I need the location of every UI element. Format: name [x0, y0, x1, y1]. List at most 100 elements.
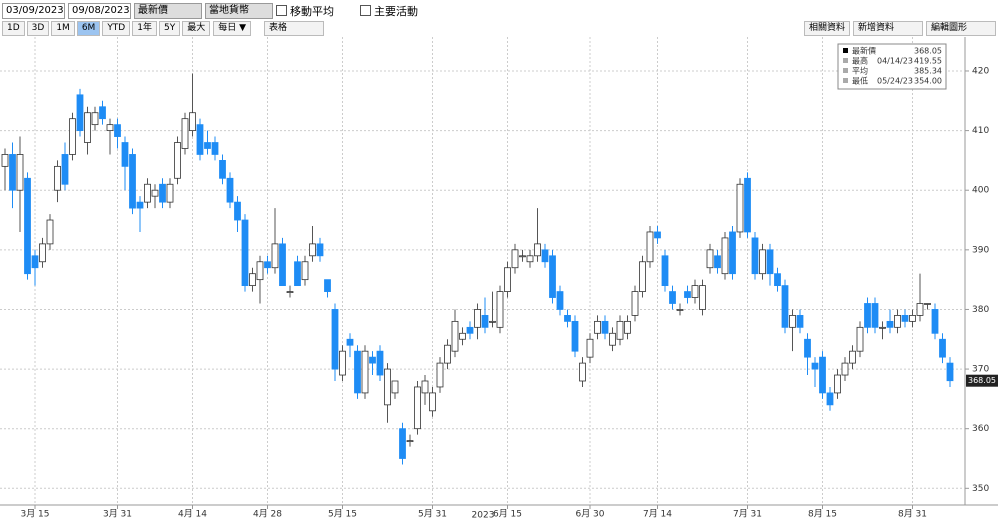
period-button[interactable]: YTD [102, 21, 131, 36]
y-tick-label: 380 [972, 305, 989, 315]
candle-body [39, 243, 46, 263]
candle-body [391, 380, 399, 394]
candle-body [9, 154, 16, 191]
candle-body [31, 255, 39, 269]
candle-body [166, 183, 174, 203]
candle-body [114, 124, 121, 137]
summary-name: 最低 [852, 76, 868, 86]
candle-body [106, 124, 114, 131]
candle-body [871, 303, 879, 328]
candle-body [624, 320, 631, 334]
candle-body [421, 380, 429, 394]
candle-body [556, 291, 564, 310]
price-field[interactable]: 最新價 [134, 2, 202, 19]
candle-body [796, 315, 804, 328]
period-button[interactable]: 3D [26, 21, 50, 36]
end-date[interactable]: 09/08/2023 [68, 2, 131, 19]
period-button[interactable]: 1M [51, 21, 75, 36]
summary-value: 419.55 [914, 57, 942, 66]
y-tick-label: 350 [972, 484, 989, 494]
y-tick-label: 410 [972, 126, 989, 136]
candle-body [271, 243, 279, 269]
x-tick-label: 7月 31 [733, 509, 762, 520]
add-data[interactable]: 新增資料 [853, 21, 923, 36]
candle-body [946, 362, 954, 382]
x-tick-label: 3月 31 [103, 509, 132, 520]
events-checkbox[interactable] [360, 5, 371, 16]
summary-date: 05/24/23 [877, 77, 913, 86]
candle-body [324, 279, 331, 292]
start-date[interactable]: 03/09/2023 [2, 2, 65, 19]
ma-checkbox[interactable] [276, 5, 287, 16]
candle-body [856, 326, 864, 352]
candle-body [736, 183, 744, 233]
x-tick-label: 4月 28 [253, 509, 282, 520]
chart: 2023 350 360 370 380 390 400 410 420 3月 15 3月 31 4… [0, 37, 998, 521]
candle-body [586, 338, 594, 358]
candle-body [279, 243, 286, 287]
candle-body [234, 201, 241, 221]
candle-body [369, 356, 376, 364]
candle-body [436, 362, 444, 388]
candle-body [429, 392, 436, 412]
candle-body [361, 350, 369, 394]
candle-body [309, 243, 316, 257]
summary-box: 最新價 368.05 最高 04/14/23 419.55 平均 385.34 最低 05/24… [837, 43, 947, 90]
related-data[interactable]: 相關資料 [803, 21, 850, 36]
period-button[interactable]: 5Y [158, 21, 181, 36]
candle-body [474, 309, 481, 328]
candle-body [601, 320, 609, 334]
table-button[interactable]: 表格 [264, 21, 325, 36]
candle-body [511, 249, 519, 269]
candle-body [331, 309, 339, 370]
period-button[interactable]: 1D [2, 21, 25, 36]
candle-body [834, 374, 841, 394]
x-tick-label: 8月 15 [808, 509, 837, 520]
candle-body [219, 160, 226, 179]
candle-body [354, 350, 361, 394]
summary-value: 385.34 [914, 67, 942, 76]
ma-label: 移動平均 [290, 4, 334, 18]
currency[interactable]: 當地貨幣 [205, 2, 273, 19]
candle-body [931, 309, 939, 334]
summary-name: 平均 [852, 66, 868, 76]
candle-body [504, 267, 511, 292]
candle-body [909, 315, 916, 322]
last-price-tag [966, 374, 998, 387]
period-button[interactable]: 1年 [132, 21, 157, 36]
candle-body [819, 356, 826, 394]
edit-chart[interactable]: 編輯圖形 [926, 21, 996, 36]
candle-body [241, 219, 249, 287]
period-buttons: 1D 3D 1M 6M YTD 1年 5Y 最大 [2, 21, 211, 36]
candle-body [414, 386, 421, 430]
candle-body [879, 326, 886, 329]
x-title: 2023 [472, 511, 495, 521]
events-label: 主要活動 [374, 4, 418, 18]
candle-body [811, 362, 819, 370]
y-tick-label: 400 [972, 186, 989, 196]
candle-body [826, 392, 834, 406]
candle-body [721, 237, 729, 275]
candle-body [886, 320, 894, 328]
period-button[interactable]: 最大 [182, 21, 211, 36]
candle-body [46, 219, 54, 245]
candle-body [939, 338, 946, 358]
frequency[interactable]: 每日 ▼ [213, 21, 252, 36]
candle-body [384, 368, 391, 406]
toolbar-row-2: 1D 3D 1M 6M YTD 1年 5Y 最大 每日 ▼ 表格 相關資料 新增資料 編輯圖形 [2, 20, 996, 37]
candle-body [249, 273, 256, 287]
candle-body [399, 428, 406, 459]
candle-body [451, 320, 459, 352]
candle-body [99, 106, 106, 120]
summary-value: 368.05 [914, 47, 942, 56]
candle-body [781, 285, 789, 328]
candle-body [54, 165, 61, 191]
candle-body [661, 255, 669, 287]
candle-body [676, 309, 684, 311]
period-button[interactable]: 6M [76, 21, 101, 36]
summary-icon [843, 58, 848, 63]
x-tick-label: 4月 14 [178, 509, 207, 520]
candle-body [706, 249, 714, 269]
candle-body [159, 183, 166, 203]
candle-body [294, 261, 301, 287]
